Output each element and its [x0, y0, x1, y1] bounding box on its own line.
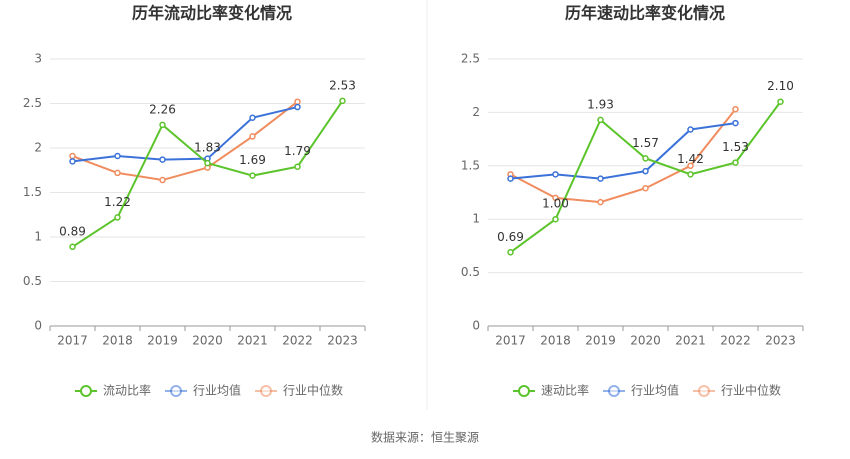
- x-tick-label: 2017: [495, 334, 526, 348]
- point: [642, 167, 649, 175]
- legend-label: 行业中位数: [721, 383, 781, 398]
- point: [732, 159, 739, 166]
- data-label: 2.53: [329, 78, 356, 92]
- x-tick-label: 2021: [237, 334, 268, 348]
- series-line: [72, 100, 299, 182]
- y-tick-label: 1: [472, 212, 480, 226]
- series-line: [510, 122, 736, 180]
- series-line: [71, 100, 344, 248]
- point: [159, 176, 166, 184]
- point: [642, 155, 649, 162]
- y-tick-label: 1.5: [461, 158, 480, 172]
- point: [159, 121, 166, 129]
- data-label: 1.79: [284, 144, 311, 158]
- point: [552, 215, 559, 223]
- x-tick-label: 2019: [585, 334, 616, 348]
- point: [732, 119, 739, 127]
- point: [732, 105, 739, 113]
- point: [159, 156, 166, 163]
- data-label: 0.69: [497, 230, 524, 244]
- data-label: 2.26: [149, 102, 176, 116]
- x-tick-label: 2017: [57, 334, 88, 348]
- x-tick-label: 2020: [630, 334, 661, 348]
- data-label: 1.22: [104, 195, 131, 209]
- point: [294, 98, 301, 105]
- y-tick-label: 2: [34, 141, 42, 155]
- point: [642, 184, 649, 192]
- point: [552, 171, 559, 178]
- legend-marker: [170, 385, 182, 397]
- x-tick-label: 2023: [765, 334, 796, 348]
- x-tick-label: 2023: [327, 334, 358, 348]
- series-line: [509, 101, 782, 254]
- series-line: [510, 108, 737, 204]
- point: [597, 198, 604, 206]
- y-tick-label: 3: [34, 52, 42, 66]
- x-tick-label: 2022: [720, 334, 751, 348]
- legend-marker: [518, 385, 530, 397]
- x-tick-label: 2020: [192, 334, 223, 348]
- point: [294, 103, 301, 111]
- y-tick-label: 2: [472, 105, 480, 119]
- y-tick-label: 1: [34, 230, 42, 244]
- x-tick-label: 2022: [282, 334, 313, 348]
- x-tick-label: 2021: [675, 334, 706, 348]
- chart-title: 历年速动比率变化情况: [565, 4, 725, 23]
- y-tick-label: 0.5: [461, 265, 480, 279]
- y-tick-label: 2.5: [461, 52, 480, 66]
- data-label: 0.89: [59, 224, 86, 238]
- chart-title: 历年流动比率变化情况: [132, 4, 292, 23]
- y-tick-label: 0: [472, 319, 480, 333]
- x-tick-label: 2019: [147, 334, 178, 348]
- legend-marker: [80, 385, 92, 397]
- legend-label: 速动比率: [541, 383, 589, 398]
- x-tick-label: 2018: [102, 334, 133, 348]
- data-label: 1.00: [542, 197, 569, 211]
- point: [339, 97, 346, 105]
- data-label: 1.93: [587, 97, 614, 111]
- point: [114, 214, 121, 221]
- y-tick-label: 0: [34, 319, 42, 333]
- y-tick-label: 2.5: [23, 96, 42, 110]
- point: [69, 152, 76, 160]
- point: [204, 159, 211, 167]
- data-label: 2.10: [767, 79, 794, 93]
- point: [507, 175, 514, 182]
- y-tick-label: 1.5: [23, 185, 42, 199]
- point: [114, 152, 121, 160]
- point: [114, 169, 121, 177]
- point: [777, 98, 784, 105]
- point: [249, 172, 256, 179]
- source: 数据来源：恒生聚源: [371, 430, 479, 445]
- data-label: 1.42: [677, 152, 704, 166]
- x-tick-label: 2018: [540, 334, 571, 348]
- point: [597, 116, 604, 124]
- data-label: 1.69: [239, 153, 266, 167]
- legend-marker: [260, 385, 272, 397]
- data-label: 1.53: [722, 140, 749, 154]
- legend-label: 行业均值: [631, 383, 679, 398]
- legend-marker: [698, 385, 710, 397]
- data-label: 1.83: [194, 141, 221, 155]
- point: [69, 243, 76, 251]
- point: [249, 114, 256, 121]
- point: [687, 162, 694, 170]
- data-label: 1.57: [632, 136, 659, 150]
- point: [507, 249, 514, 256]
- y-tick-label: 0.5: [23, 274, 42, 288]
- point: [69, 158, 76, 165]
- series-line: [72, 106, 298, 163]
- point: [249, 133, 256, 140]
- point: [552, 194, 559, 202]
- legend-label: 行业中位数: [283, 383, 343, 398]
- point: [294, 163, 301, 170]
- point: [597, 175, 604, 182]
- legend-marker: [608, 385, 620, 397]
- point: [687, 126, 694, 133]
- legend-label: 行业均值: [193, 383, 241, 398]
- point: [687, 171, 694, 178]
- legend-label: 流动比率: [103, 383, 151, 398]
